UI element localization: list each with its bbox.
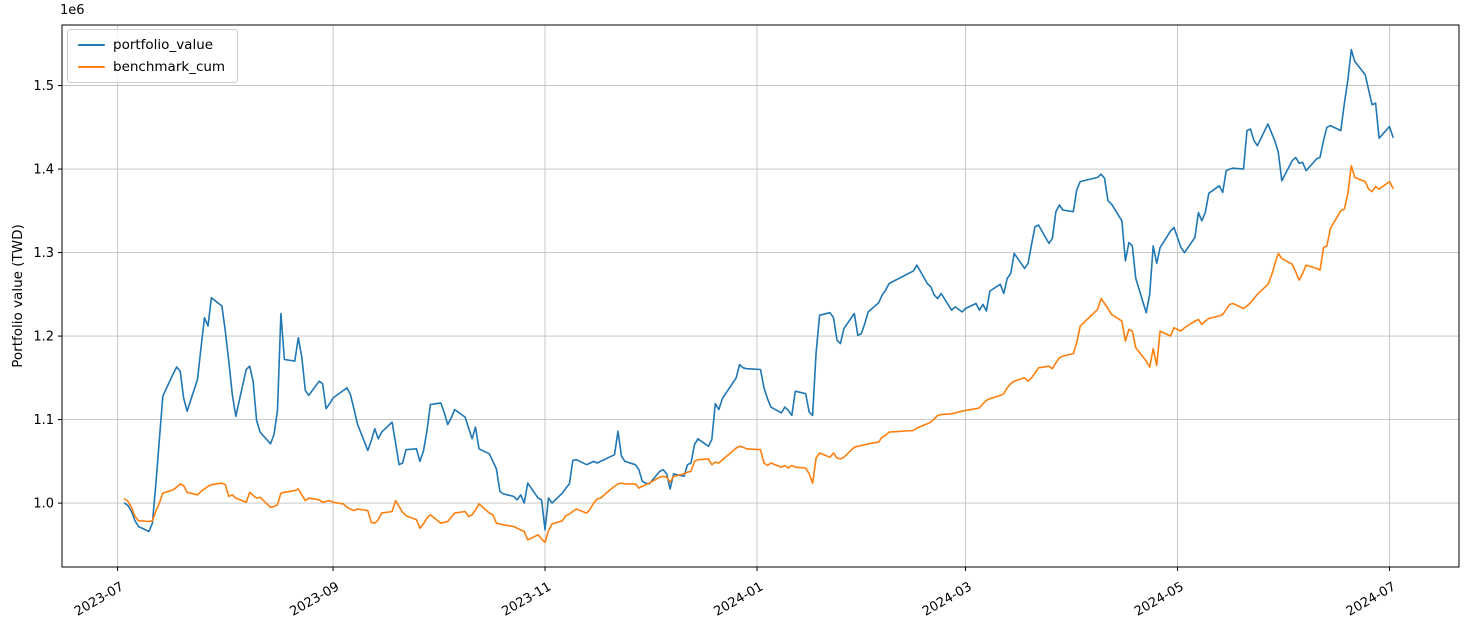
y-tick-label: 1.1 (33, 413, 54, 428)
legend-item-portfolio-value: portfolio_value (78, 37, 225, 53)
legend-label-benchmark-cum: benchmark_cum (113, 59, 226, 75)
series-line-portfolio_value (123, 48, 1394, 533)
y-axis-label: Portfolio value (TWD) (10, 224, 26, 368)
legend-line-sample-portfolio-value (78, 44, 105, 46)
axes-spines (61, 24, 1460, 568)
y-tick-label: 1.0 (33, 497, 54, 512)
y-axis-offset-label: 1e6 (60, 3, 85, 18)
legend-label-portfolio-value: portfolio_value (113, 37, 214, 53)
y-tick-label: 1.3 (33, 246, 54, 261)
legend: portfolio_value benchmark_cum (67, 29, 239, 83)
y-tick-label: 1.2 (33, 330, 54, 345)
y-tick-label: 1.4 (33, 163, 54, 178)
series-line-benchmark_cum (123, 164, 1394, 544)
legend-line-sample-benchmark-cum (78, 66, 105, 68)
legend-item-benchmark-cum: benchmark_cum (78, 59, 225, 75)
y-tick-label: 1.5 (33, 79, 54, 94)
